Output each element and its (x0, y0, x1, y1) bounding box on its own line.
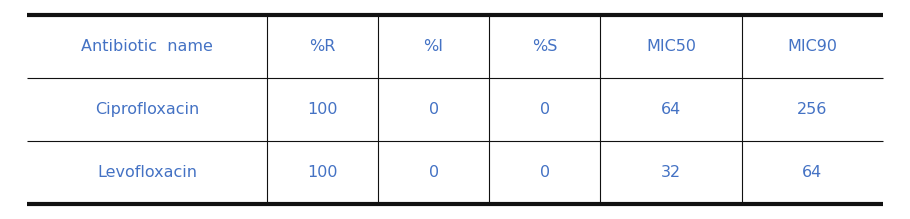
Text: %S: %S (532, 39, 558, 54)
Text: 256: 256 (797, 102, 827, 117)
Text: 64: 64 (661, 102, 681, 117)
Text: 0: 0 (429, 165, 439, 180)
Text: 100: 100 (308, 165, 338, 180)
Text: %R: %R (309, 39, 336, 54)
Text: Ciprofloxacin: Ciprofloxacin (95, 102, 199, 117)
Text: 0: 0 (429, 102, 439, 117)
Text: 0: 0 (540, 102, 550, 117)
Text: MIC50: MIC50 (646, 39, 696, 54)
Text: 32: 32 (661, 165, 681, 180)
Text: 100: 100 (308, 102, 338, 117)
Text: 64: 64 (802, 165, 823, 180)
Text: Antibiotic  name: Antibiotic name (81, 39, 213, 54)
Text: MIC90: MIC90 (787, 39, 837, 54)
Text: %I: %I (424, 39, 443, 54)
Text: Levofloxacin: Levofloxacin (97, 165, 197, 180)
Text: 0: 0 (540, 165, 550, 180)
